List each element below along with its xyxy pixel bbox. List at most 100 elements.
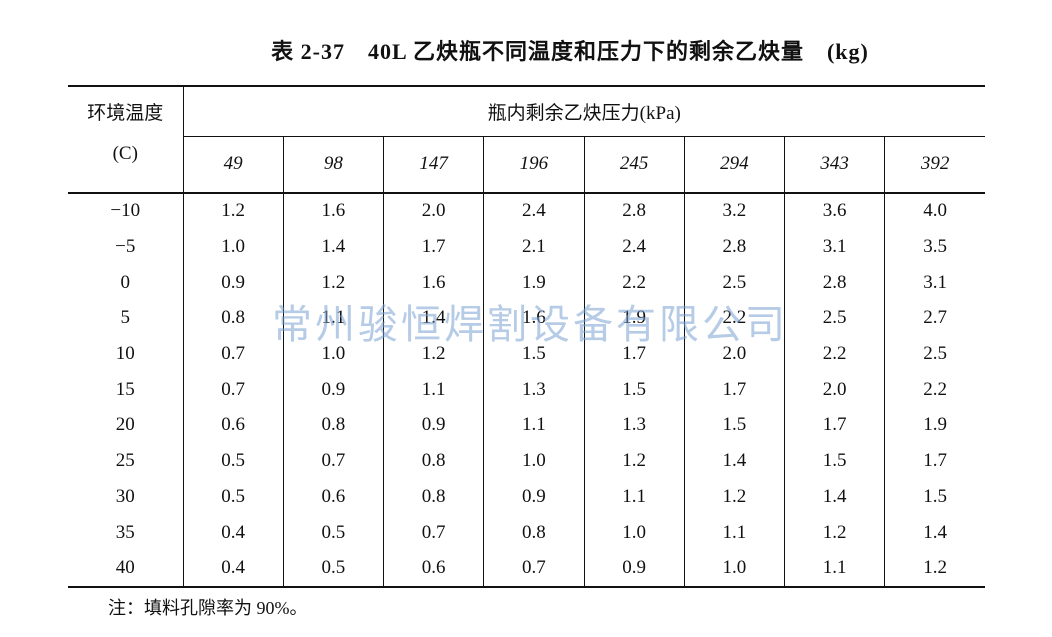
- cell: 3.1: [884, 264, 985, 301]
- cell: 0.6: [382, 550, 484, 588]
- cell: 1.0: [182, 229, 284, 265]
- cell: 4.0: [884, 192, 985, 230]
- cell: 1.1: [382, 371, 484, 408]
- cell: 1.1: [483, 407, 584, 444]
- cell: 3.1: [783, 229, 885, 265]
- cell: 0.9: [483, 479, 584, 515]
- cell: 1.4: [382, 300, 484, 337]
- cell: −5: [115, 236, 136, 258]
- column-header: 196: [483, 136, 584, 193]
- column-header: 343: [783, 136, 885, 193]
- cell: 0.7: [282, 443, 384, 479]
- cell: 2.0: [783, 371, 885, 408]
- cell: 2.2: [583, 264, 685, 301]
- cell: 1.2: [583, 443, 685, 479]
- cell: 1.5: [483, 336, 584, 372]
- column-header: 147: [382, 136, 484, 193]
- cell: 1.2: [282, 264, 384, 301]
- cell: 1.9: [583, 300, 685, 337]
- cell: 1.2: [182, 192, 284, 230]
- cell: 1.4: [783, 479, 885, 515]
- cell: 1.4: [282, 229, 384, 265]
- cell: 0.7: [483, 550, 584, 588]
- cell: 0.5: [182, 443, 284, 479]
- cell: 1.1: [583, 479, 685, 515]
- cell: 1.5: [583, 371, 685, 408]
- cell: 0.5: [182, 479, 284, 515]
- cell: 1.3: [583, 407, 685, 444]
- cell: 0.7: [382, 514, 484, 551]
- cell: 2.2: [884, 371, 985, 408]
- cell: 1.1: [783, 550, 885, 588]
- cell: 0: [120, 271, 131, 293]
- cell: 0.4: [182, 514, 284, 551]
- cell: 2.5: [683, 264, 785, 301]
- table-title: 表 2-37 40L 乙炔瓶不同温度和压力下的剩余乙炔量 (kg): [271, 39, 869, 64]
- cell: 1.0: [683, 550, 785, 588]
- note: 注：填料孔隙率为 90%。: [108, 598, 308, 618]
- cell: 15: [115, 378, 135, 400]
- cell: 0.5: [282, 550, 384, 588]
- table-row: 0 0.9 1.2 1.6 1.9 2.2 2.5 2.8 3.1: [68, 264, 985, 301]
- cell: 0.9: [282, 371, 384, 408]
- cell: 1.6: [483, 300, 584, 337]
- column-header: 245: [583, 136, 685, 193]
- table-row: 25 0.5 0.7 0.8 1.0 1.2 1.4 1.5 1.7: [68, 443, 985, 479]
- cell: 2.0: [382, 192, 484, 230]
- cell: 5: [120, 307, 131, 329]
- cell: 1.2: [683, 479, 785, 515]
- table-body: 环境温度 瓶内剩余乙炔压力(kPa) (C) 49 98 147 196 245 294 343 3…: [68, 86, 985, 588]
- cell: 1.5: [683, 407, 785, 444]
- cell: 1.5: [783, 443, 885, 479]
- cell: 1.9: [483, 264, 584, 301]
- table-row: 20 0.6 0.8 0.9 1.1 1.3 1.5 1.7 1.9: [68, 407, 985, 444]
- cell: 1.2: [382, 336, 484, 372]
- cell: 1.2: [884, 550, 985, 588]
- cell: 2.0: [683, 336, 785, 372]
- cell: 1.1: [683, 514, 785, 551]
- cell: 2.8: [583, 192, 685, 230]
- header-group: 瓶内剩余乙炔压力(kPa): [183, 86, 985, 137]
- cell: 0.5: [282, 514, 384, 551]
- cell: 1.9: [884, 407, 985, 444]
- cell: 0.8: [382, 479, 484, 515]
- table-row: −10 1.2 1.6 2.0 2.4 2.8 3.2 3.6 4.0: [68, 192, 985, 230]
- cell: 3.5: [884, 229, 985, 265]
- table-row: 10 0.7 1.0 1.2 1.5 1.7 2.0 2.2 2.5: [68, 336, 985, 372]
- cell: 1.7: [884, 443, 985, 479]
- column-header: 98: [282, 136, 384, 193]
- cell: 2.5: [783, 300, 885, 337]
- cell: 1.7: [583, 336, 685, 372]
- cell: 3.2: [683, 192, 785, 230]
- cell: 0.8: [182, 300, 284, 337]
- cell: 0.9: [382, 407, 484, 444]
- cell: 3.6: [783, 192, 885, 230]
- cell: 35: [115, 521, 135, 543]
- cell: 10: [115, 343, 135, 365]
- table-row: 5 0.8 1.1 1.4 1.6 1.9 2.2 2.5 2.7: [68, 300, 985, 337]
- cell: 1.3: [483, 371, 584, 408]
- cell: 0.9: [583, 550, 685, 588]
- column-header: 294: [683, 136, 785, 193]
- cell: 2.1: [483, 229, 584, 265]
- cell: 2.8: [683, 229, 785, 265]
- cell: 1.6: [282, 192, 384, 230]
- cell: 1.0: [282, 336, 384, 372]
- cell: 1.5: [884, 479, 985, 515]
- data-table: 环境温度 瓶内剩余乙炔压力(kPa) (C) 49 98 147 196 245 294 343 3…: [68, 85, 985, 589]
- cell: 1.0: [583, 514, 685, 551]
- cell: 1.4: [884, 514, 985, 551]
- cell: 1.4: [683, 443, 785, 479]
- column-header: 49: [182, 136, 284, 193]
- cell: 20: [115, 414, 135, 436]
- cell: 0.8: [382, 443, 484, 479]
- table-row: 35 0.4 0.5 0.7 0.8 1.0 1.1 1.2 1.4: [68, 514, 985, 551]
- header-unit: (C): [112, 142, 138, 164]
- cell: 0.6: [182, 407, 284, 444]
- table-row: −5 1.0 1.4 1.7 2.1 2.4 2.8 3.1 3.5: [68, 229, 985, 265]
- cell: 0.4: [182, 550, 284, 588]
- cell: 0.6: [282, 479, 384, 515]
- cell: 2.5: [884, 336, 985, 372]
- cell: 2.7: [884, 300, 985, 337]
